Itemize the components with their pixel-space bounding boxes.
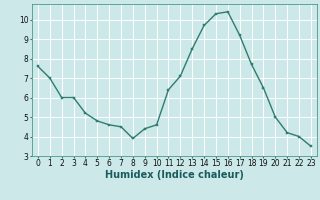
X-axis label: Humidex (Indice chaleur): Humidex (Indice chaleur)	[105, 170, 244, 180]
